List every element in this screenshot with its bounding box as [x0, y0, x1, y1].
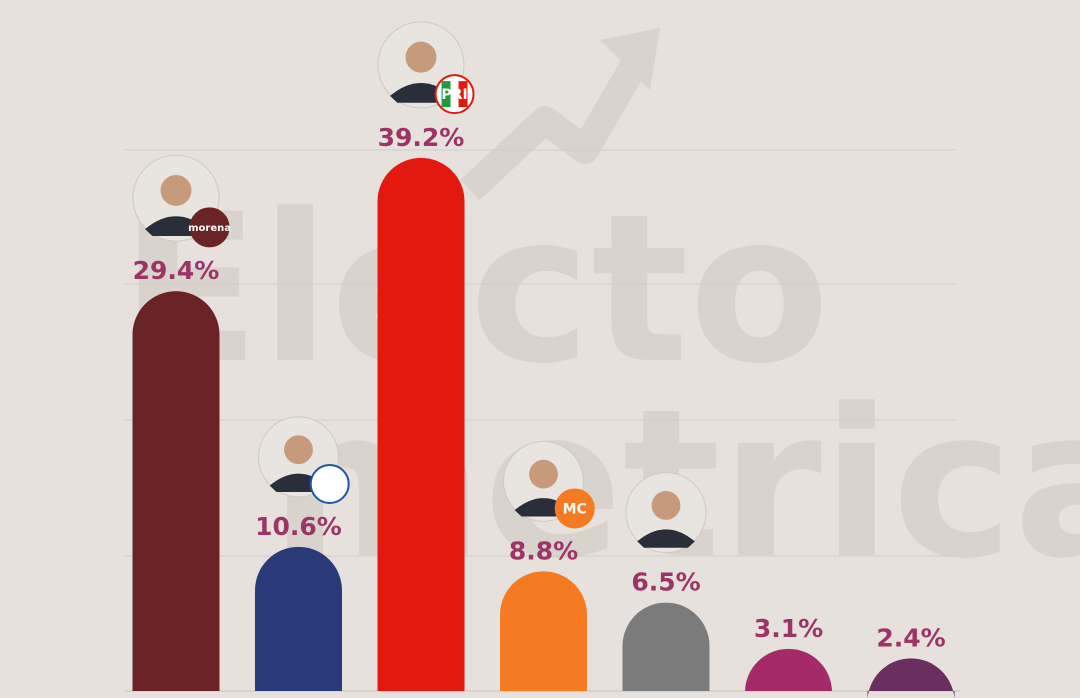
bar-4: [622, 602, 710, 691]
trend-arrow-icon: [460, 28, 660, 201]
bar-2: [377, 157, 465, 691]
candidate-avatar-4: [625, 472, 707, 554]
candidate-avatar-0: morena: [132, 154, 231, 248]
party-logo-label-3: MC: [563, 501, 587, 517]
value-label-1: 10.6%: [255, 512, 342, 541]
value-label-0: 29.4%: [133, 256, 220, 285]
party-logo-label-2: PRI: [441, 87, 467, 103]
candidate-suit-icon: [637, 529, 695, 548]
candidate-face-icon: [160, 174, 192, 206]
value-label-6: 2.4%: [876, 623, 945, 652]
mc-logo-icon: MC: [554, 488, 595, 529]
value-label-5: 3.1%: [754, 614, 823, 643]
candidate-face-icon: [651, 491, 681, 520]
bar-1: [255, 546, 342, 691]
pri-logo-icon: PRI: [434, 74, 475, 115]
bars: [132, 157, 955, 698]
watermark-line1: Electo: [120, 171, 830, 409]
party-logo-label-1: PAN: [314, 477, 346, 493]
candidate-face-icon: [529, 459, 558, 489]
value-labels: 29.4% 10.6% 39.2% 8.8% 6.5% 3.1% 2.4%: [133, 123, 946, 652]
candidate-avatar-3: MC: [503, 440, 595, 529]
candidate-avatar-1: PAN: [258, 416, 350, 505]
bar-5: [745, 648, 832, 693]
candidate-avatar-2: PRI: [377, 21, 475, 115]
bar-0: [132, 291, 220, 691]
value-label-3: 8.8%: [509, 536, 578, 565]
party-logo-label-0: morena: [188, 223, 231, 234]
bar-3: [500, 571, 587, 691]
bar-6: [867, 658, 955, 698]
candidate-avatars: morena PAN PRI MC: [132, 21, 707, 554]
morena-logo-icon: morena: [188, 207, 231, 248]
candidate-face-icon: [405, 41, 437, 73]
pan-logo-icon: PAN: [309, 464, 350, 505]
value-label-4: 6.5%: [631, 568, 700, 597]
candidate-face-icon: [284, 435, 313, 465]
value-label-2: 39.2%: [378, 123, 465, 152]
